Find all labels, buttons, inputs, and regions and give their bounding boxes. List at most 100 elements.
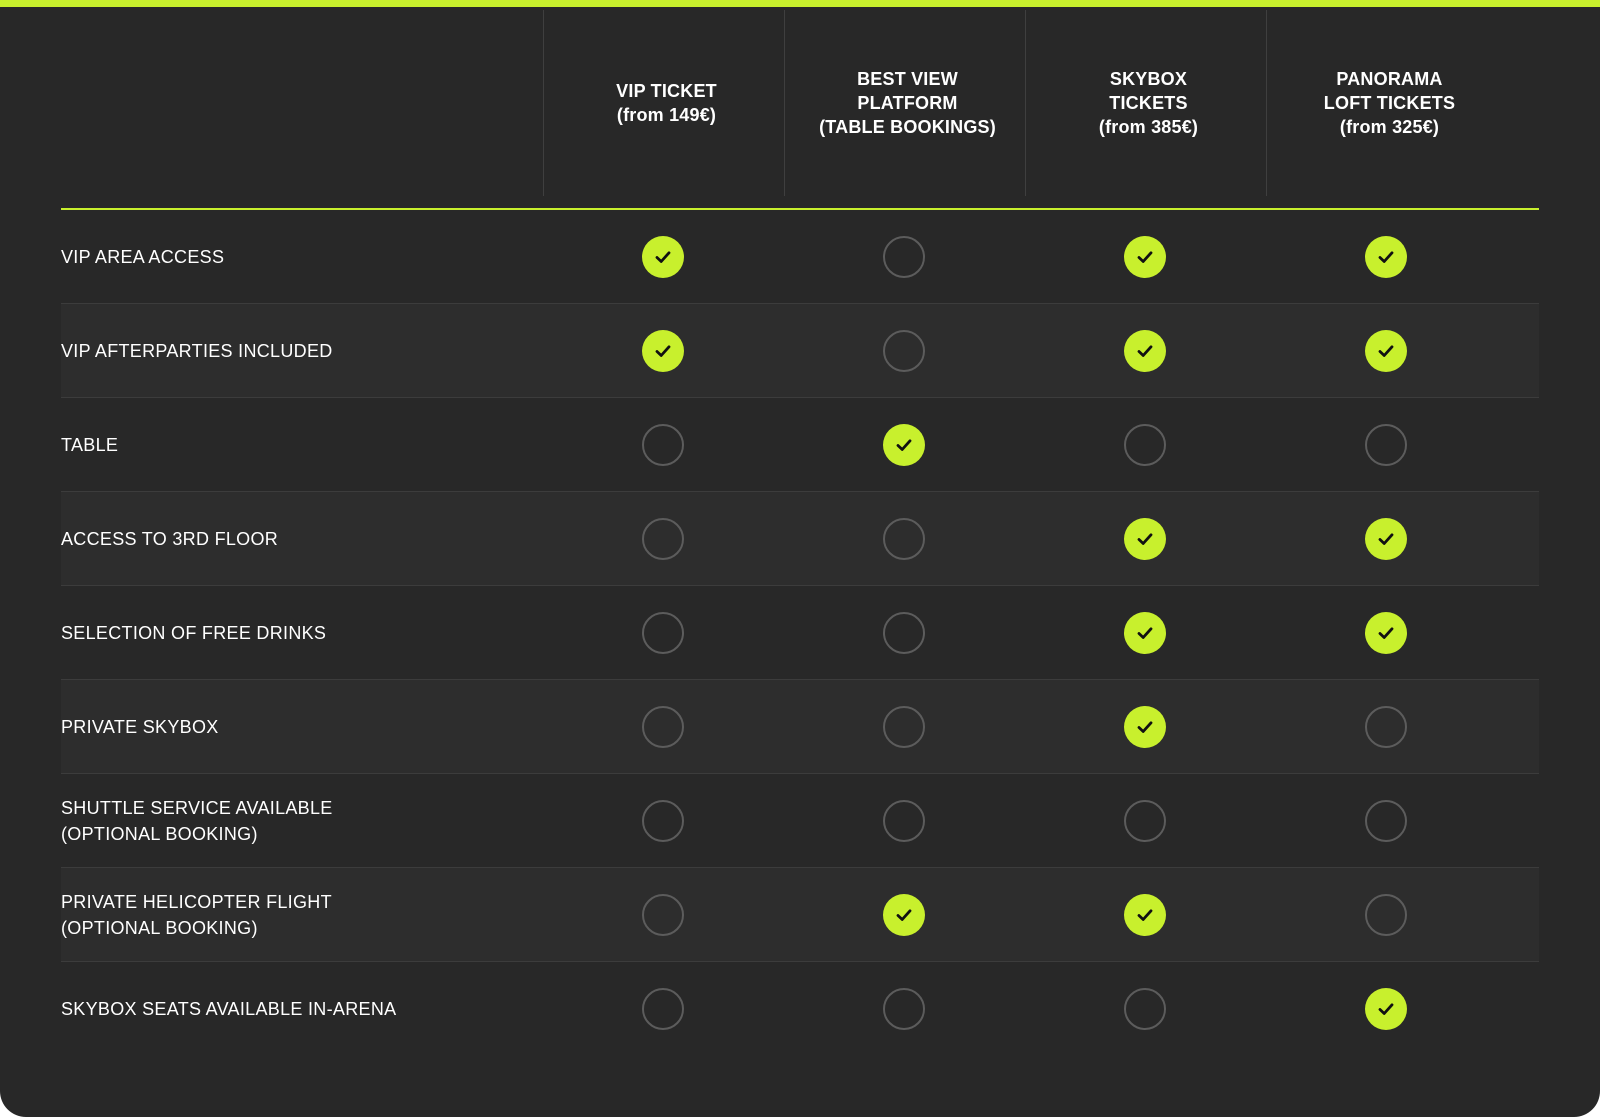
table-cell	[1022, 962, 1268, 1056]
empty-circle-icon	[883, 329, 925, 372]
feature-label: VIP AFTERPARTIES INCLUDED	[61, 340, 333, 361]
table-header: VIP TICKET (from 149€) BEST VIEW PLATFOR…	[61, 7, 1539, 210]
table-cell	[540, 962, 786, 1056]
empty-circle-icon	[883, 611, 925, 654]
table-cell	[1263, 680, 1509, 773]
column-header-label: SKYBOX TICKETS (from 385€)	[1098, 69, 1199, 137]
table-cell	[781, 774, 1027, 867]
table-row: TABLE	[61, 398, 1539, 492]
column-header-label: VIP TICKET (from 149€)	[616, 81, 717, 125]
table-cell	[1263, 304, 1509, 397]
table-cell	[781, 962, 1027, 1056]
table-cell	[540, 304, 786, 397]
check-circle-icon	[883, 893, 925, 936]
feature-label: VIP AREA ACCESS	[61, 246, 225, 267]
table-row: PRIVATE HELICOPTER FLIGHT (OPTIONAL BOOK…	[61, 868, 1539, 962]
table-cell	[540, 210, 786, 303]
feature-label: PRIVATE HELICOPTER FLIGHT (OPTIONAL BOOK…	[61, 891, 332, 938]
feature-label: ACCESS TO 3RD FLOOR	[61, 528, 279, 549]
check-circle-icon	[1124, 235, 1166, 278]
empty-circle-icon	[642, 988, 684, 1030]
feature-label: TABLE	[61, 434, 119, 455]
check-circle-icon	[1124, 893, 1166, 936]
table-cell	[1263, 962, 1509, 1056]
check-circle-icon	[1365, 329, 1407, 372]
column-header-label: PANORAMA LOFT TICKETS (from 325€)	[1323, 69, 1456, 137]
table-row: SKYBOX SEATS AVAILABLE IN-ARENA	[61, 962, 1539, 1056]
empty-circle-icon	[883, 705, 925, 748]
table-cell	[540, 492, 786, 585]
check-circle-icon	[642, 329, 684, 372]
empty-circle-icon	[642, 893, 684, 936]
table-cell	[1022, 868, 1268, 961]
feature-label: SKYBOX SEATS AVAILABLE IN-ARENA	[61, 999, 397, 1019]
table-cell	[1022, 774, 1268, 867]
empty-circle-icon	[1365, 423, 1407, 466]
check-circle-icon	[1124, 705, 1166, 748]
table-cell	[781, 586, 1027, 679]
check-circle-icon	[1124, 329, 1166, 372]
empty-circle-icon	[642, 799, 684, 842]
empty-circle-icon	[1124, 423, 1166, 466]
table-row: VIP AFTERPARTIES INCLUDED	[61, 304, 1539, 398]
table-cell	[1022, 586, 1268, 679]
empty-circle-icon	[642, 517, 684, 560]
table-cell	[540, 774, 786, 867]
check-circle-icon	[1124, 611, 1166, 654]
empty-circle-icon	[883, 517, 925, 560]
empty-circle-icon	[642, 705, 684, 748]
empty-circle-icon	[642, 611, 684, 654]
feature-label: SHUTTLE SERVICE AVAILABLE (OPTIONAL BOOK…	[61, 797, 333, 844]
column-header-vip-ticket: VIP TICKET (from 149€)	[543, 10, 789, 196]
empty-circle-icon	[1365, 799, 1407, 842]
table-cell	[1263, 586, 1509, 679]
table-cell	[1022, 398, 1268, 491]
table-cell	[540, 680, 786, 773]
table-row: SELECTION OF FREE DRINKS	[61, 586, 1539, 680]
feature-rows: VIP AREA ACCESS VIP AFTERPARTIES INCLUDED…	[61, 210, 1539, 1056]
check-circle-icon	[1124, 517, 1166, 560]
table-cell	[540, 398, 786, 491]
table-cell	[540, 868, 786, 961]
empty-circle-icon	[1365, 893, 1407, 936]
empty-circle-icon	[642, 423, 684, 466]
table-cell	[540, 586, 786, 679]
check-circle-icon	[1365, 517, 1407, 560]
table-cell	[781, 868, 1027, 961]
table-row: VIP AREA ACCESS	[61, 210, 1539, 304]
table-cell	[1022, 210, 1268, 303]
table-row: ACCESS TO 3RD FLOOR	[61, 492, 1539, 586]
column-header-label: BEST VIEW PLATFORM (TABLE BOOKINGS)	[819, 69, 996, 137]
empty-circle-icon	[1365, 705, 1407, 748]
check-circle-icon	[642, 235, 684, 278]
empty-circle-icon	[883, 235, 925, 278]
table-cell	[1263, 868, 1509, 961]
table-cell	[781, 398, 1027, 491]
table-cell	[1022, 680, 1268, 773]
check-circle-icon	[883, 423, 925, 466]
table-row: PRIVATE SKYBOX	[61, 680, 1539, 774]
check-circle-icon	[1365, 988, 1407, 1030]
table-row: SHUTTLE SERVICE AVAILABLE (OPTIONAL BOOK…	[61, 774, 1539, 868]
column-header-skybox-tickets: SKYBOX TICKETS (from 385€)	[1025, 10, 1271, 196]
feature-label: PRIVATE SKYBOX	[61, 716, 219, 737]
empty-circle-icon	[1124, 988, 1166, 1030]
empty-circle-icon	[883, 988, 925, 1030]
table-cell	[1022, 492, 1268, 585]
empty-circle-icon	[1124, 799, 1166, 842]
table-cell	[781, 210, 1027, 303]
table-cell	[1022, 304, 1268, 397]
column-header-panorama-loft-tickets: PANORAMA LOFT TICKETS (from 325€)	[1266, 10, 1512, 196]
feature-label: SELECTION OF FREE DRINKS	[61, 622, 327, 643]
check-circle-icon	[1365, 235, 1407, 278]
table-cell	[1263, 492, 1509, 585]
empty-circle-icon	[883, 799, 925, 842]
table-cell	[781, 492, 1027, 585]
table-cell	[1263, 398, 1509, 491]
table-cell	[781, 304, 1027, 397]
table-cell	[781, 680, 1027, 773]
check-circle-icon	[1365, 611, 1407, 654]
table-cell	[1263, 210, 1509, 303]
table-cell	[1263, 774, 1509, 867]
